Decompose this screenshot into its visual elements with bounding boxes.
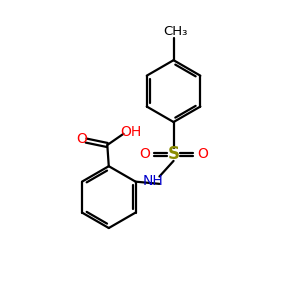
- Text: NH: NH: [142, 174, 163, 188]
- Text: OH: OH: [121, 125, 142, 139]
- Text: O: O: [197, 147, 208, 161]
- Text: CH₃: CH₃: [163, 25, 187, 38]
- Text: S: S: [168, 146, 180, 164]
- Text: O: O: [139, 147, 150, 161]
- Text: O: O: [76, 132, 87, 146]
